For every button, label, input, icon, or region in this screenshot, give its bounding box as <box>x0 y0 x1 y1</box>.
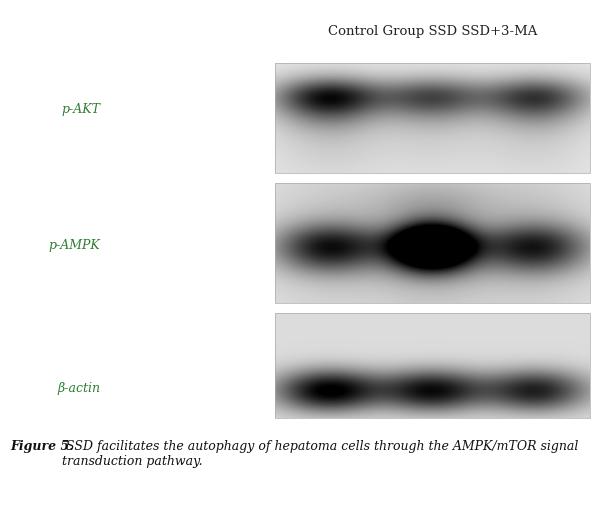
Text: Figure 5.: Figure 5. <box>10 440 74 453</box>
Bar <box>275 313 590 418</box>
Bar <box>275 63 590 173</box>
Bar <box>275 183 590 303</box>
Text: Control Group SSD SSD+3-MA: Control Group SSD SSD+3-MA <box>328 25 537 38</box>
Text: p-AMPK: p-AMPK <box>48 239 100 252</box>
Text: β-actin: β-actin <box>57 382 100 395</box>
Text: SSD facilitates the autophagy of hepatoma cells through the AMPK/mTOR signal tra: SSD facilitates the autophagy of hepatom… <box>62 440 579 468</box>
Text: p-AKT: p-AKT <box>61 103 100 116</box>
